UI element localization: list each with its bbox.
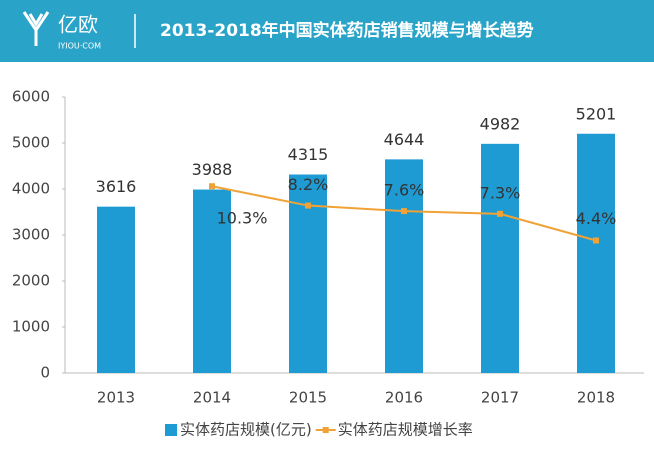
- x-tick-label: 2017: [481, 389, 519, 407]
- x-tick-label: 2013: [97, 389, 135, 407]
- bar-value-label: 3616: [96, 177, 137, 196]
- y-tick-label: 1000: [12, 318, 50, 336]
- bar-value-label: 4315: [288, 145, 329, 164]
- bar-value-label: 5201: [576, 104, 617, 123]
- x-tick-label: 2018: [577, 389, 615, 407]
- logo-sub: IYIOU·COM: [58, 42, 101, 51]
- bar: [577, 133, 615, 373]
- legend-label: 实体药店规模(亿元): [180, 421, 312, 439]
- y-tick-label: 2000: [12, 272, 50, 290]
- y-tick-label: 5000: [12, 134, 50, 152]
- y-tick-label: 0: [40, 364, 50, 382]
- legend-swatch: [322, 427, 329, 433]
- x-tick-label: 2014: [193, 389, 231, 407]
- logo-text: 亿欧: [58, 13, 98, 37]
- legend-label: 实体药店规模增长率: [338, 421, 473, 439]
- bar-value-label: 4644: [384, 130, 425, 149]
- line-value-label: 4.4%: [576, 209, 617, 228]
- line-value-label: 7.3%: [480, 183, 521, 202]
- bar-value-label: 3988: [192, 160, 233, 179]
- line-value-label: 10.3%: [217, 209, 268, 228]
- line-point: [593, 237, 599, 244]
- bar: [193, 189, 231, 373]
- y-tick-label: 3000: [12, 226, 50, 244]
- bar: [481, 143, 519, 373]
- bar-value-label: 4982: [480, 114, 521, 133]
- chart-title: 2013-2018年中国实体药店销售规模与增长趋势: [160, 20, 534, 41]
- line-value-label: 7.6%: [384, 181, 425, 200]
- line-point: [209, 183, 215, 190]
- y-tick-label: 6000: [12, 88, 50, 106]
- bar: [385, 159, 423, 373]
- line-value-label: 8.2%: [288, 175, 329, 194]
- line-point: [401, 208, 407, 215]
- x-tick-label: 2016: [385, 389, 423, 407]
- line-point: [497, 210, 503, 217]
- x-tick-label: 2015: [289, 389, 327, 407]
- bar: [97, 206, 135, 373]
- logo-icon: [22, 11, 50, 46]
- line-point: [305, 202, 311, 209]
- y-tick-label: 4000: [12, 180, 50, 198]
- header-bar: [0, 0, 654, 62]
- legend-swatch: [165, 424, 177, 436]
